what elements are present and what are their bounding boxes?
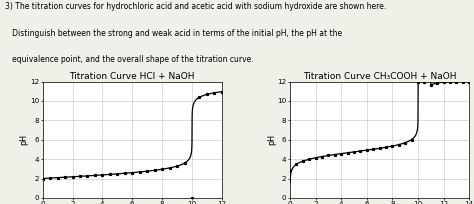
Text: equivalence point, and the overall shape of the titration curve.: equivalence point, and the overall shape… — [5, 55, 254, 64]
Title: Titration Curve CH₃COOH + NaOH: Titration Curve CH₃COOH + NaOH — [303, 72, 456, 81]
Y-axis label: pH: pH — [267, 134, 276, 145]
Text: 3) The titration curves for hydrochloric acid and acetic acid with sodium hydrox: 3) The titration curves for hydrochloric… — [5, 2, 386, 11]
Title: Titration Curve HCl + NaOH: Titration Curve HCl + NaOH — [70, 72, 195, 81]
Y-axis label: pH: pH — [19, 134, 28, 145]
Text: Distinguish between the strong and weak acid in terms of the initial pH, the pH : Distinguish between the strong and weak … — [5, 29, 342, 38]
